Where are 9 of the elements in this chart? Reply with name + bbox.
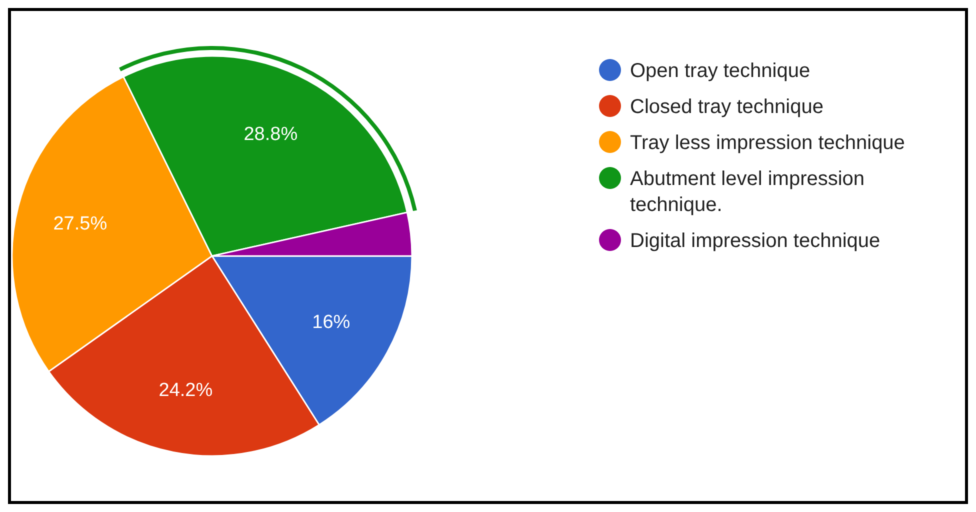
data-label: 24.2%: [158, 380, 213, 402]
data-label: 28.8%: [244, 124, 298, 145]
legend-label: Digital impression technique: [630, 230, 880, 252]
legend-label: Abutment level impression technique.: [630, 168, 865, 216]
legend-label: Tray less impression technique: [630, 132, 905, 154]
data-label: 16%: [312, 312, 350, 334]
data-label: 27.5%: [53, 213, 108, 234]
legend-label: Closed tray technique: [630, 96, 824, 118]
legend-label: Open tray technique: [630, 60, 810, 82]
